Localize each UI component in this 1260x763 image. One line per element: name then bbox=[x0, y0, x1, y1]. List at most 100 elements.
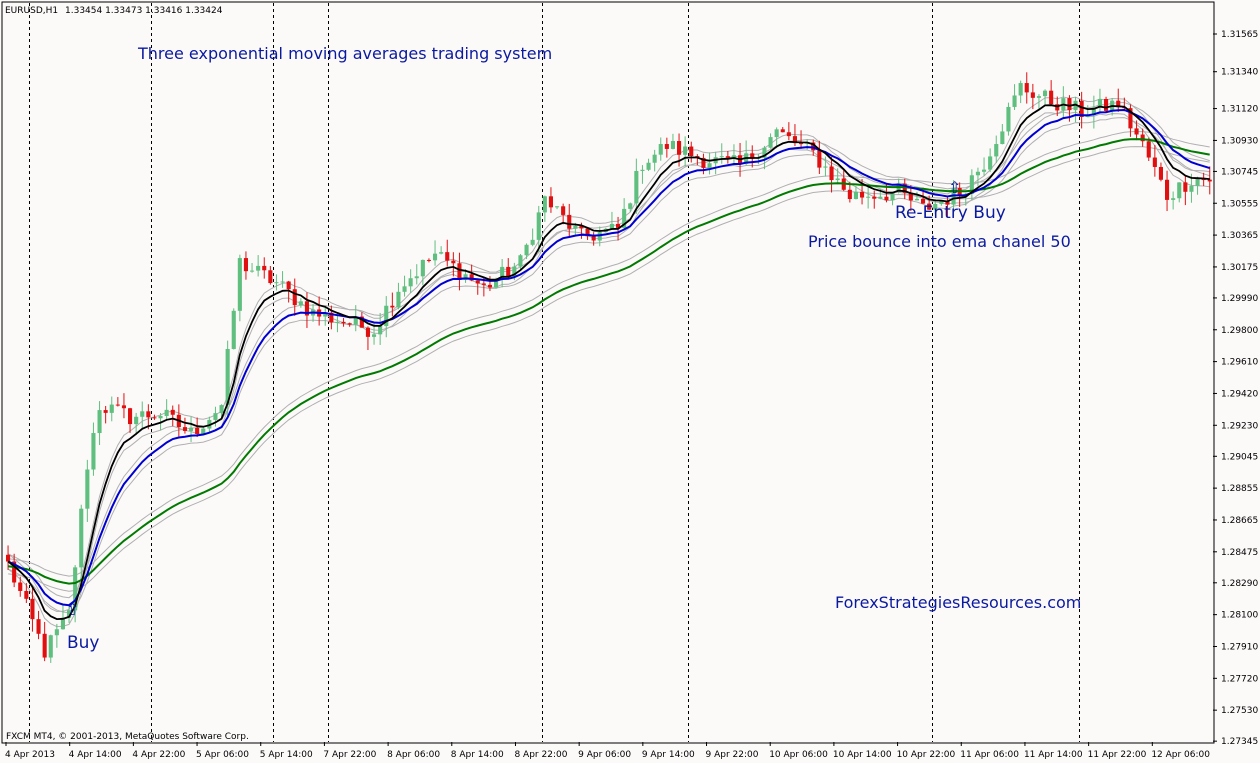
bull-candle bbox=[256, 265, 261, 271]
bull-candle bbox=[719, 156, 724, 158]
bear-candle bbox=[487, 284, 492, 288]
bull-candle bbox=[67, 610, 72, 618]
bull-candle bbox=[237, 258, 242, 311]
bear-candle bbox=[921, 198, 926, 204]
bear-candle bbox=[567, 214, 572, 229]
bear-candle bbox=[1116, 100, 1121, 108]
bear-candle bbox=[365, 327, 370, 337]
bear-candle bbox=[1104, 98, 1109, 111]
x-tick-label: 11 Apr 14:00 bbox=[1024, 750, 1083, 760]
bull-candle bbox=[439, 252, 444, 254]
bear-candle bbox=[152, 417, 157, 419]
bull-candle bbox=[213, 413, 218, 420]
bull-candle bbox=[396, 291, 401, 308]
x-tick-label: 11 Apr 22:00 bbox=[1088, 750, 1147, 760]
bull-candle bbox=[823, 166, 828, 168]
bear-candle bbox=[780, 129, 785, 133]
bear-candle bbox=[1024, 83, 1029, 93]
bull-candle bbox=[628, 203, 633, 209]
bull-candle bbox=[994, 144, 999, 157]
bear-candle bbox=[677, 141, 682, 155]
bull-candle bbox=[640, 169, 645, 171]
x-tick-label: 8 Apr 22:00 bbox=[514, 750, 567, 760]
bull-candle bbox=[518, 255, 523, 267]
bull-candle bbox=[500, 266, 505, 280]
bear-candle bbox=[170, 409, 175, 415]
bull-candle bbox=[762, 147, 767, 158]
bull-candle bbox=[73, 567, 78, 611]
bull-candle bbox=[420, 259, 425, 277]
bull-candle bbox=[201, 428, 206, 434]
bull-candle bbox=[408, 278, 413, 287]
bear-candle bbox=[616, 223, 621, 228]
bear-candle bbox=[36, 619, 41, 634]
bear-candle bbox=[884, 196, 889, 201]
bull-candle bbox=[878, 196, 883, 199]
bear-candle bbox=[1049, 90, 1054, 105]
bull-candle bbox=[658, 144, 663, 155]
ema-medium-band-lower bbox=[7, 117, 1210, 614]
symbol-header: EURUSD,H1 1.33454 1.33473 1.33416 1.3342… bbox=[5, 6, 223, 16]
bull-candle bbox=[609, 223, 614, 229]
bear-candle bbox=[451, 260, 456, 264]
bear-candle bbox=[701, 157, 706, 168]
y-tick-label: 1.27910 bbox=[1221, 642, 1258, 652]
bull-candle bbox=[85, 469, 90, 509]
platform-credit: FXCM MT4, © 2001-2013, MetaQuotes Softwa… bbox=[6, 732, 249, 742]
bear-candle bbox=[811, 142, 816, 151]
bull-candle bbox=[652, 154, 657, 163]
y-tick-label: 1.29800 bbox=[1221, 326, 1258, 336]
y-tick-label: 1.31120 bbox=[1221, 105, 1258, 115]
bull-candle bbox=[402, 286, 407, 292]
bull-candle bbox=[1018, 83, 1023, 96]
price-axis: 1.31565 1.31340 1.31120 1.30930 1.30745 1.305… bbox=[1213, 30, 1258, 747]
bear-candle bbox=[1165, 179, 1170, 200]
bear-candle bbox=[103, 410, 108, 413]
y-tick-label: 1.29610 bbox=[1221, 358, 1258, 368]
bear-candle bbox=[121, 405, 126, 409]
bull-candle bbox=[939, 201, 944, 204]
bull-candle bbox=[670, 141, 675, 149]
bull-candle bbox=[536, 212, 541, 240]
bull-candle bbox=[250, 270, 255, 272]
bear-candle bbox=[579, 225, 584, 229]
bull-candle bbox=[933, 203, 938, 210]
bear-candle bbox=[115, 404, 120, 406]
x-tick-label: 4 Apr 2013 bbox=[5, 750, 55, 760]
bull-candle bbox=[1091, 107, 1096, 116]
bear-candle bbox=[292, 289, 297, 306]
y-tick-label: 1.29230 bbox=[1221, 421, 1258, 431]
bear-candle bbox=[872, 196, 877, 199]
bull-candle bbox=[323, 312, 328, 317]
bull-candle bbox=[372, 334, 377, 337]
bear-candle bbox=[908, 192, 913, 201]
bear-candle bbox=[24, 590, 29, 599]
y-tick-label: 1.30555 bbox=[1221, 199, 1258, 209]
bounce-annotation: Price bounce into ema chanel 50 bbox=[808, 232, 1071, 251]
y-tick-label: 1.30745 bbox=[1221, 167, 1258, 177]
chart-title-annotation: Three exponential moving averages tradin… bbox=[137, 44, 552, 63]
bull-candle bbox=[463, 274, 468, 280]
bull-candle bbox=[274, 282, 279, 284]
bull-candle bbox=[91, 433, 96, 470]
bear-candle bbox=[1183, 182, 1188, 192]
bear-candle bbox=[1146, 141, 1151, 158]
y-tick-label: 1.30175 bbox=[1221, 263, 1258, 273]
bull-candle bbox=[164, 409, 169, 416]
bear-candle bbox=[243, 258, 248, 272]
bear-candle bbox=[42, 633, 47, 658]
y-tick-label: 1.28855 bbox=[1221, 484, 1258, 494]
bull-candle bbox=[79, 508, 84, 568]
bear-candle bbox=[548, 196, 553, 208]
bull-candle bbox=[109, 404, 114, 413]
y-tick-label: 1.29045 bbox=[1221, 452, 1258, 462]
bull-candle bbox=[280, 281, 285, 283]
x-tick-label: 7 Apr 22:00 bbox=[323, 750, 376, 760]
bull-candle bbox=[975, 171, 980, 176]
y-tick-label: 1.28290 bbox=[1221, 579, 1258, 589]
site-watermark: ForexStrategiesResources.com bbox=[835, 593, 1081, 612]
reentry-arrow-icon: ⇧ bbox=[948, 178, 961, 197]
bull-candle bbox=[378, 326, 383, 335]
bear-candle bbox=[1207, 179, 1212, 182]
